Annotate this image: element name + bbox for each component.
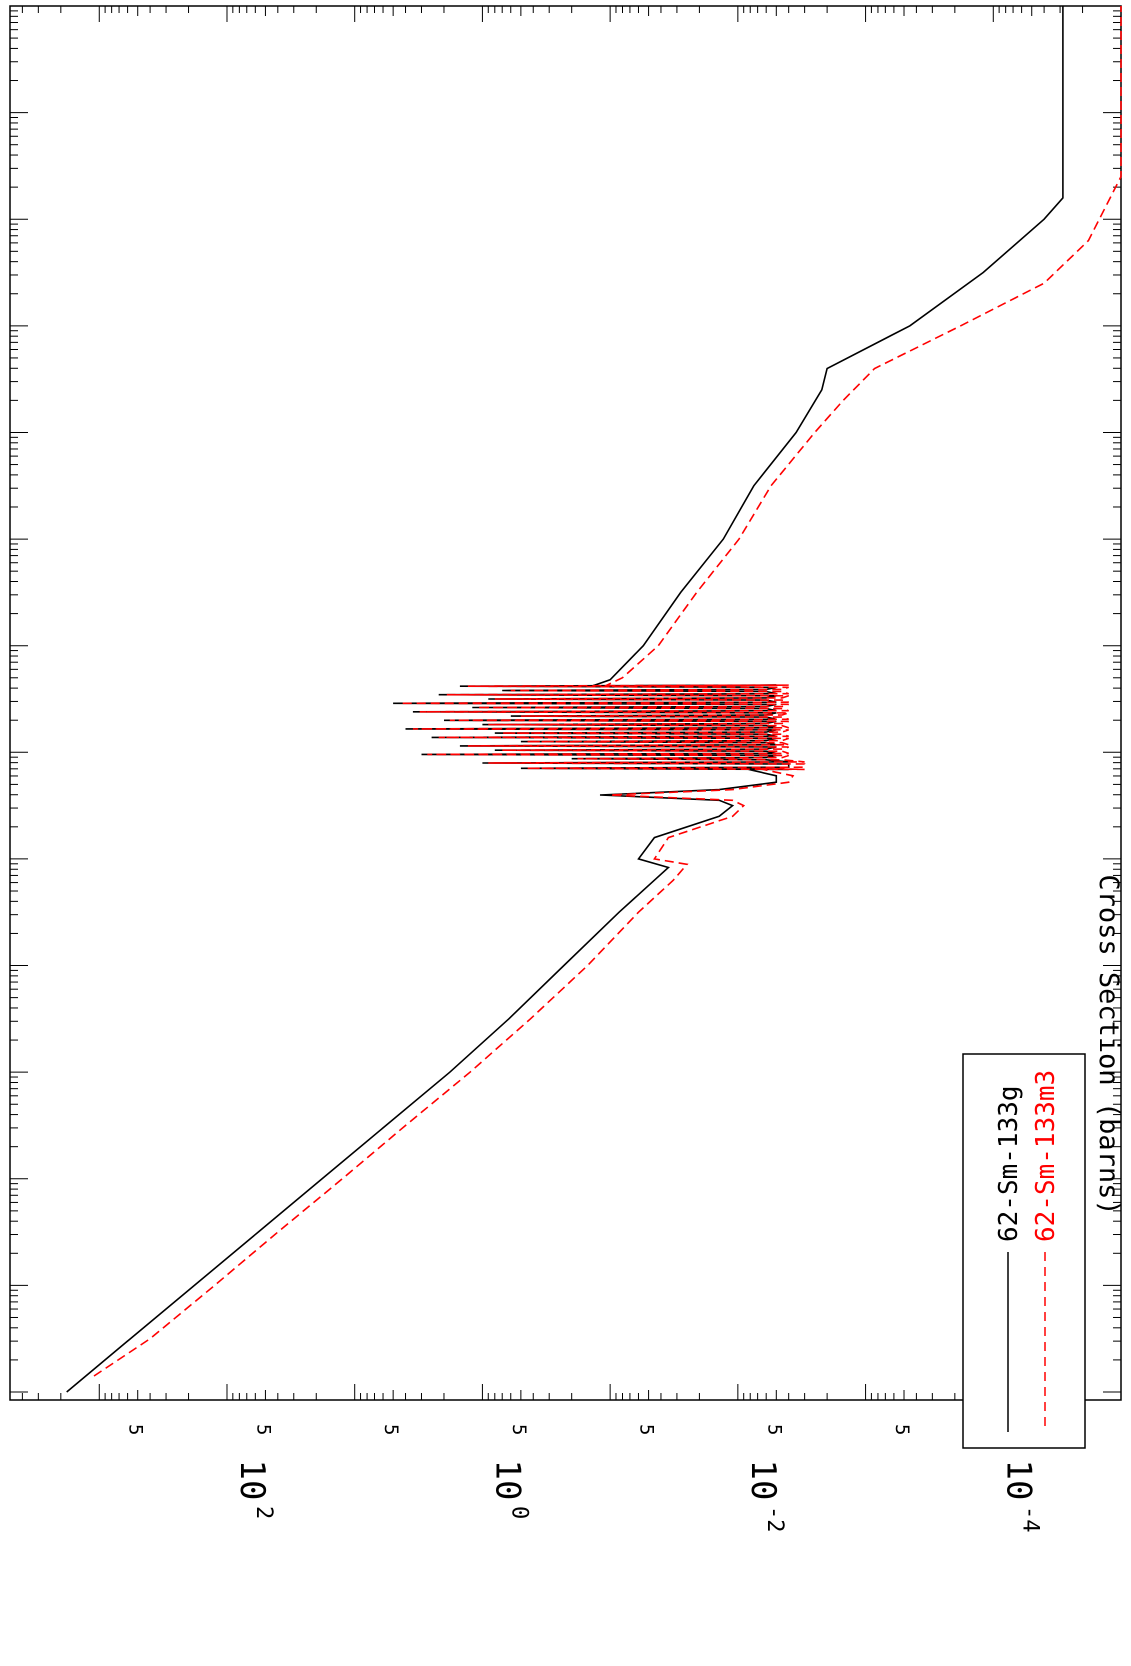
y-tick-base: 10: [998, 1460, 1038, 1501]
legend: 62-Sm-133g 62-Sm-133m3: [962, 1053, 1086, 1449]
series-layer: [66, 6, 1122, 1393]
y-tick-exp: 2: [251, 1506, 276, 1519]
y-tick-base: 10: [743, 1460, 783, 1501]
legend-label-1: 62-Sm-133m3: [1031, 1070, 1061, 1242]
legend-label-0: 62-Sm-133g: [994, 1085, 1024, 1242]
y-minor-label-1: 5: [380, 1424, 402, 1435]
legend-box: [962, 1053, 1086, 1449]
y-tick-base: 10: [232, 1460, 272, 1501]
y-minor-label-3: 5: [891, 1424, 913, 1435]
y-tick-exp: 0: [506, 1506, 531, 1519]
y-minor-label-2: 5: [636, 1424, 658, 1435]
plot-frame: [9, 5, 1122, 1401]
y-tick-exp: -2: [762, 1506, 787, 1533]
y-tick-label-1: 100: [487, 1460, 531, 1520]
y-tick-exp: -4: [1017, 1506, 1042, 1533]
y-tick-base: 10: [487, 1460, 527, 1501]
y-tick-label-0: 102: [232, 1460, 276, 1520]
series-line-1: [93, 6, 1122, 1377]
series-line-0: [66, 6, 1064, 1393]
y-minor-label-5: 5: [508, 1424, 530, 1435]
y-minor-label-0: 5: [125, 1424, 147, 1435]
y-minor-label-4: 5: [252, 1424, 274, 1435]
y-tick-label-2: 10-2: [743, 1460, 787, 1533]
y-minor-label-6: 5: [763, 1424, 785, 1435]
y-tick-label-3: 10-4: [998, 1460, 1042, 1533]
y-axis-label: Cross Section (barns): [1093, 874, 1124, 1215]
